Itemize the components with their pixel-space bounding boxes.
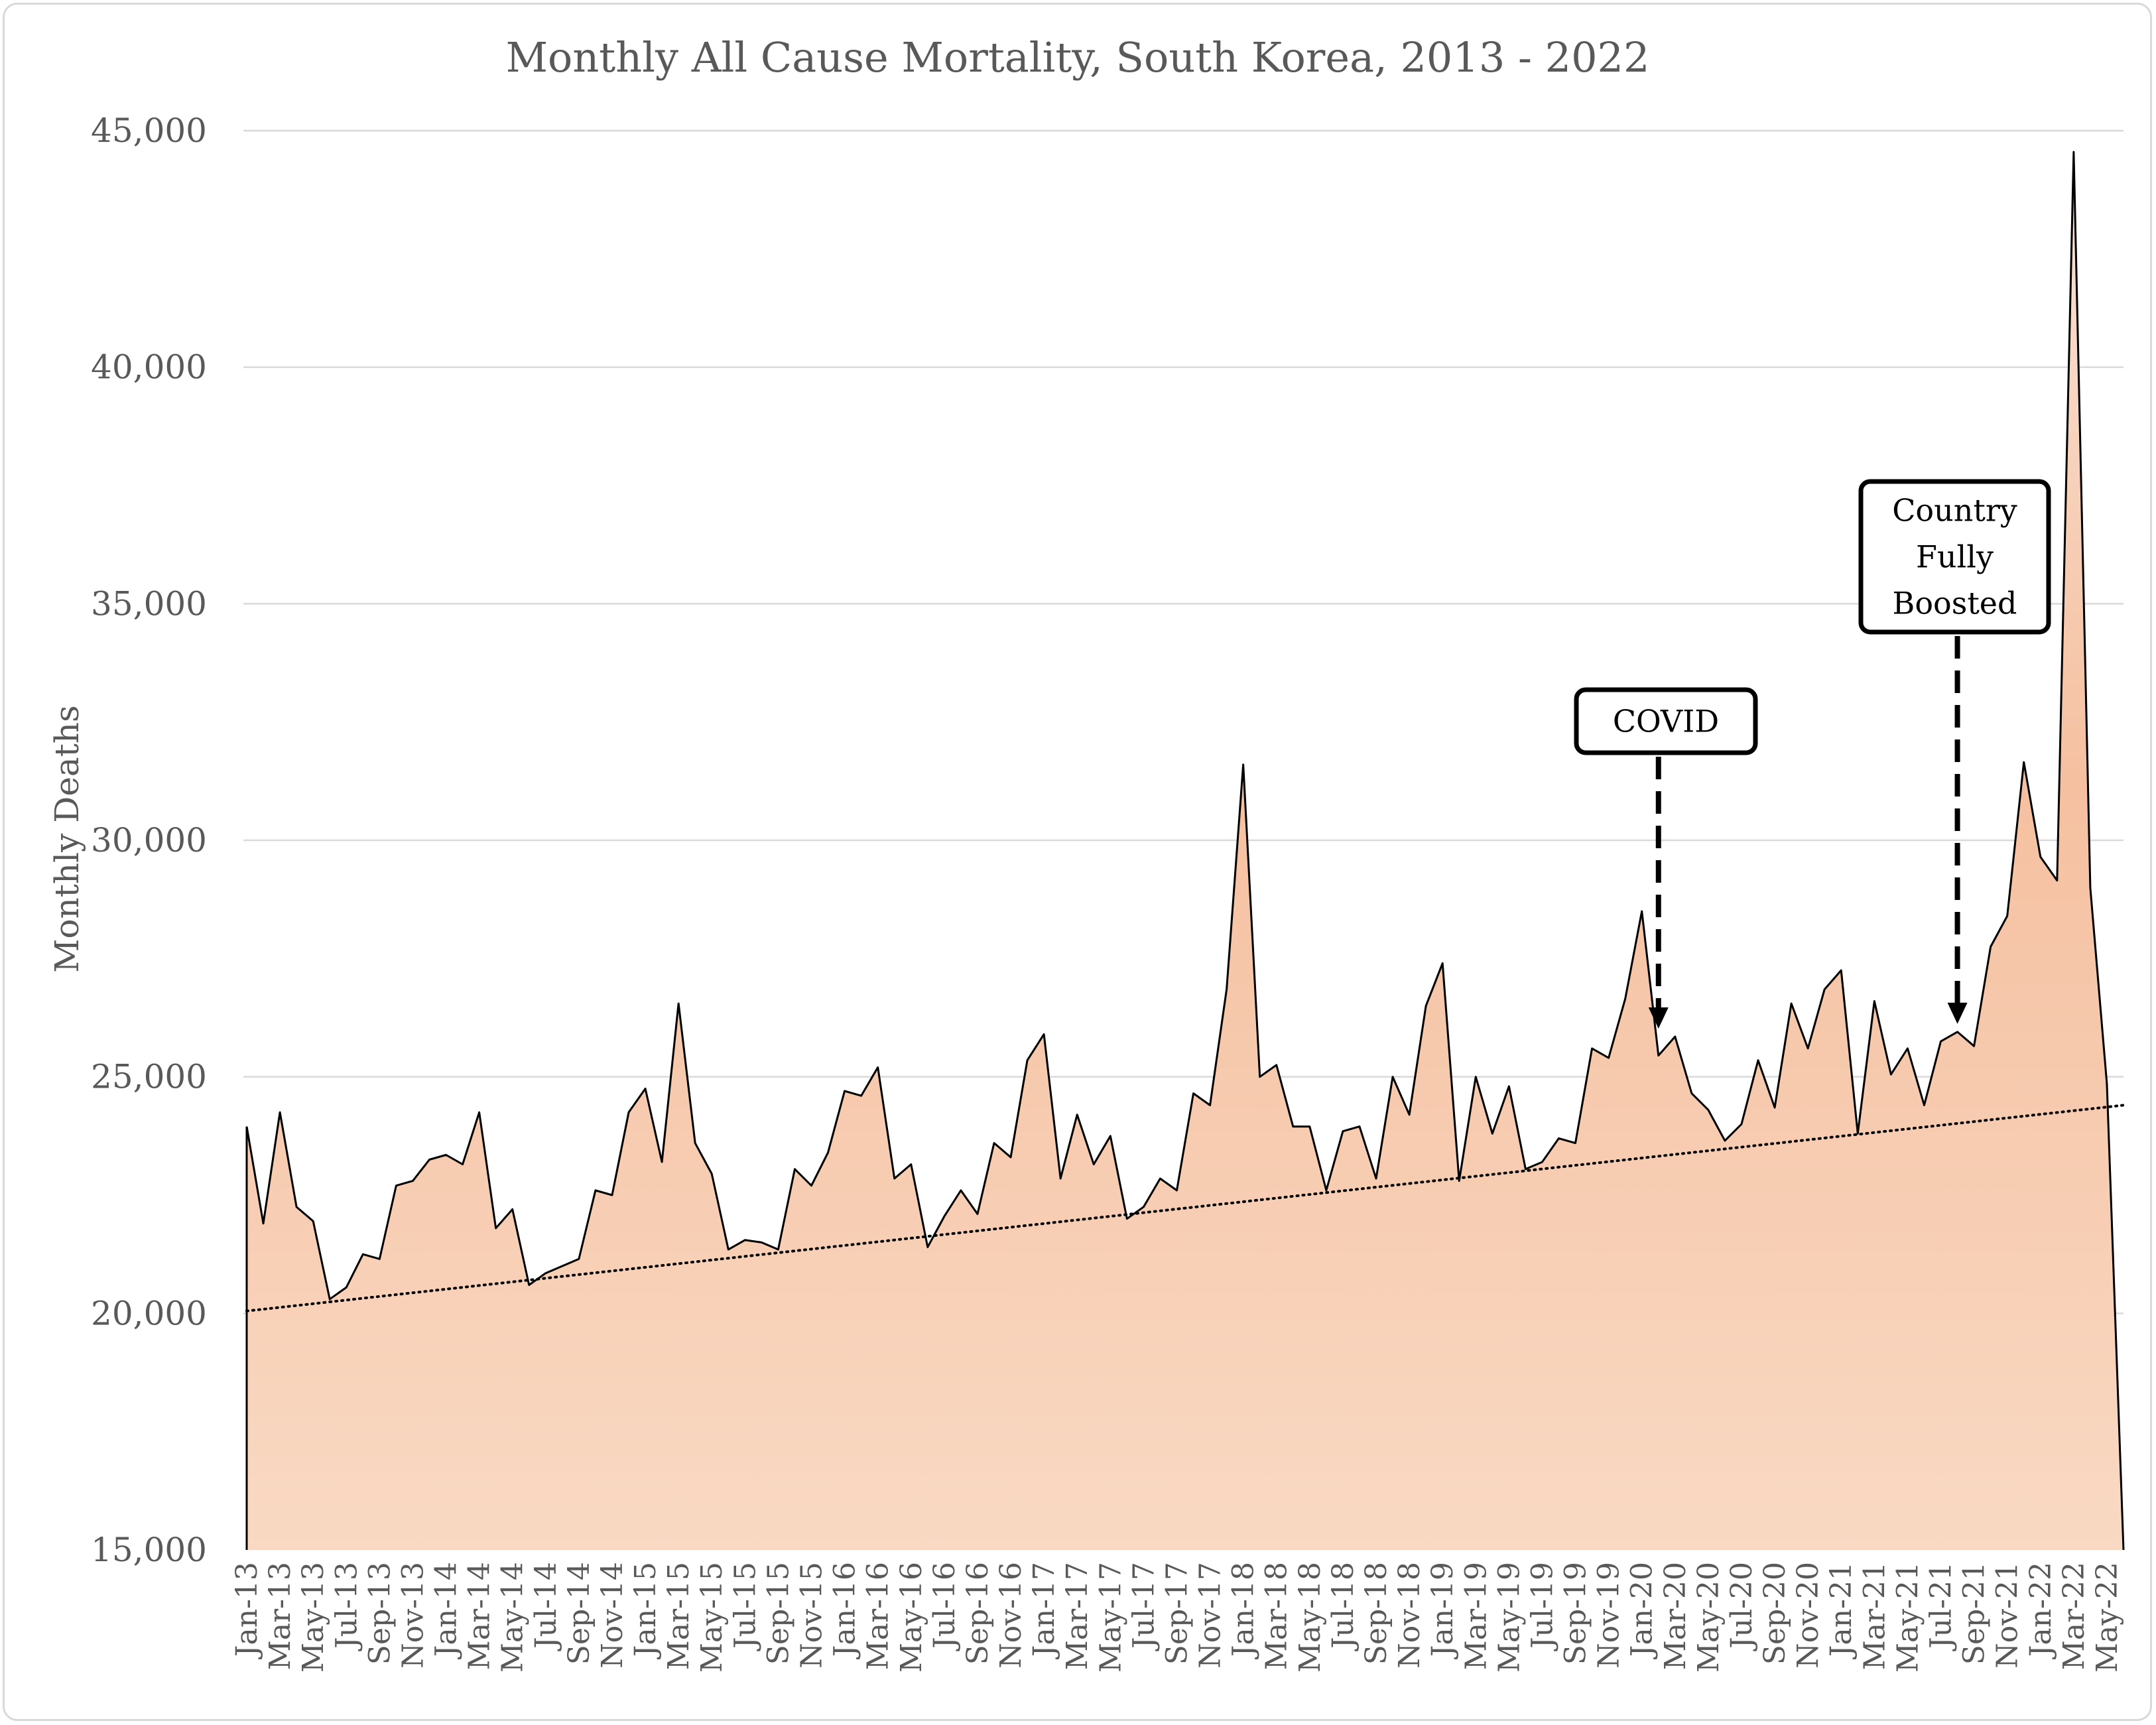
annotation-arrow-head xyxy=(1648,1007,1669,1029)
x-tick-label: Mar-19 xyxy=(1459,1562,1493,1670)
y-axis-label: Monthly Deaths xyxy=(48,705,86,972)
x-tick-label: Jul-15 xyxy=(728,1562,762,1651)
x-tick-label: Jan-16 xyxy=(828,1562,862,1659)
x-tick-label: May-14 xyxy=(496,1562,530,1673)
x-tick-label: May-20 xyxy=(1692,1562,1726,1673)
y-tick-label: 25,000 xyxy=(91,1058,207,1096)
x-tick-label: Mar-13 xyxy=(263,1562,297,1670)
x-tick-label: Sep-17 xyxy=(1160,1562,1194,1665)
y-tick-label: 35,000 xyxy=(91,584,207,623)
x-tick-label: Jul-19 xyxy=(1525,1562,1559,1651)
x-tick-label: Sep-16 xyxy=(961,1562,995,1665)
x-tick-label: Mar-18 xyxy=(1260,1562,1294,1670)
trend-layer xyxy=(245,1104,2125,1312)
x-tick-label: Sep-14 xyxy=(562,1562,596,1665)
x-tick-label: Nov-13 xyxy=(396,1562,430,1669)
x-tick-label: May-22 xyxy=(2090,1562,2124,1673)
x-tick-label: Jan-15 xyxy=(629,1562,663,1659)
x-tick-label: Nov-19 xyxy=(1592,1562,1626,1669)
annotation-text: Country xyxy=(1892,493,2017,529)
annotation-text: COVID xyxy=(1613,704,1719,739)
y-tick-label: 45,000 xyxy=(91,111,207,150)
x-tick-label: Mar-20 xyxy=(1659,1562,1692,1670)
x-tick-label: Jan-13 xyxy=(230,1562,264,1659)
annotation-box xyxy=(1574,687,1758,755)
x-tick-label: Sep-21 xyxy=(1958,1562,1992,1665)
annotation-callout: Country Fully Boosted xyxy=(1858,479,2051,1024)
annotation-callout: COVID xyxy=(1574,687,1758,1029)
x-tick-label: Sep-18 xyxy=(1360,1562,1393,1665)
y-tick-label: 40,000 xyxy=(91,348,207,387)
x-tick-label: Jan-18 xyxy=(1227,1562,1261,1659)
x-tick-label: May-17 xyxy=(1094,1562,1127,1673)
x-tick-label: Mar-17 xyxy=(1060,1562,1094,1670)
annotation-arrow-head xyxy=(1947,1002,1968,1024)
x-tick-label: Jul-21 xyxy=(1925,1562,1958,1651)
x-tick-label: Jul-16 xyxy=(928,1562,962,1651)
x-tick-label: Jul-20 xyxy=(1725,1562,1759,1651)
y-tick-label: 30,000 xyxy=(91,821,207,860)
x-tick-label: Jul-17 xyxy=(1127,1562,1161,1651)
x-tick-label: May-18 xyxy=(1293,1562,1327,1673)
x-tick-label: May-21 xyxy=(1891,1562,1925,1673)
x-tick-label: Mar-14 xyxy=(463,1562,497,1670)
x-tick-label: Jul-14 xyxy=(529,1562,563,1651)
x-tick-label: May-15 xyxy=(695,1562,729,1673)
x-tick-label: Mar-22 xyxy=(2057,1562,2091,1670)
x-tick-label: Nov-18 xyxy=(1393,1562,1427,1669)
x-tick-label: Sep-13 xyxy=(363,1562,397,1665)
x-tick-label: Nov-17 xyxy=(1194,1562,1228,1669)
annotations: COVID Country Fully Boosted xyxy=(1574,479,2051,1029)
x-tick-label: Mar-16 xyxy=(861,1562,895,1670)
x-tick-label: Jan-20 xyxy=(1625,1562,1659,1659)
x-tick-label: Jan-21 xyxy=(1824,1562,1858,1659)
x-tick-label: Mar-21 xyxy=(1858,1562,1891,1670)
y-tick-label: 20,000 xyxy=(91,1294,207,1332)
x-tick-labels: Jan-13 Mar-13 May-13 Jul-13 Sep-13 Nov-13 Jan-… xyxy=(230,1562,2124,1673)
x-tick-label: May-13 xyxy=(296,1562,330,1673)
x-tick-label: Jan-14 xyxy=(430,1562,464,1659)
x-tick-label: Jul-18 xyxy=(1326,1562,1360,1651)
area-fill xyxy=(247,152,2124,1550)
x-tick-label: Sep-15 xyxy=(761,1562,795,1665)
x-tick-label: Jan-17 xyxy=(1027,1562,1061,1659)
annotation-text: Boosted xyxy=(1893,586,2017,621)
x-tick-label: Nov-14 xyxy=(596,1562,629,1669)
x-tick-label: Nov-20 xyxy=(1791,1562,1825,1669)
x-tick-label: Jan-22 xyxy=(2024,1562,2058,1659)
annotation-text: Fully xyxy=(1916,539,1994,575)
trend-line xyxy=(245,1104,2125,1312)
area-layer xyxy=(245,151,2125,1551)
x-tick-label: Mar-15 xyxy=(662,1562,696,1670)
x-tick-label: May-16 xyxy=(895,1562,928,1673)
x-tick-label: Sep-19 xyxy=(1559,1562,1593,1665)
x-tick-label: Jan-19 xyxy=(1426,1562,1460,1659)
x-tick-label: Nov-16 xyxy=(994,1562,1028,1669)
x-tick-label: Jul-13 xyxy=(330,1562,363,1651)
x-tick-label: May-19 xyxy=(1492,1562,1526,1673)
chart-title: Monthly All Cause Mortality, South Korea… xyxy=(506,33,1650,82)
annotation-box xyxy=(1858,479,2051,635)
x-tick-label: Sep-20 xyxy=(1758,1562,1792,1665)
x-tick-label: Nov-21 xyxy=(1991,1562,2025,1669)
y-tick-label: 15,000 xyxy=(91,1531,207,1569)
series-line xyxy=(245,151,2125,1551)
y-tick-labels: 15,000 20,000 25,000 30,000 35,000 40,000 45,0… xyxy=(91,111,207,1569)
x-tick-label: Nov-15 xyxy=(795,1562,829,1669)
